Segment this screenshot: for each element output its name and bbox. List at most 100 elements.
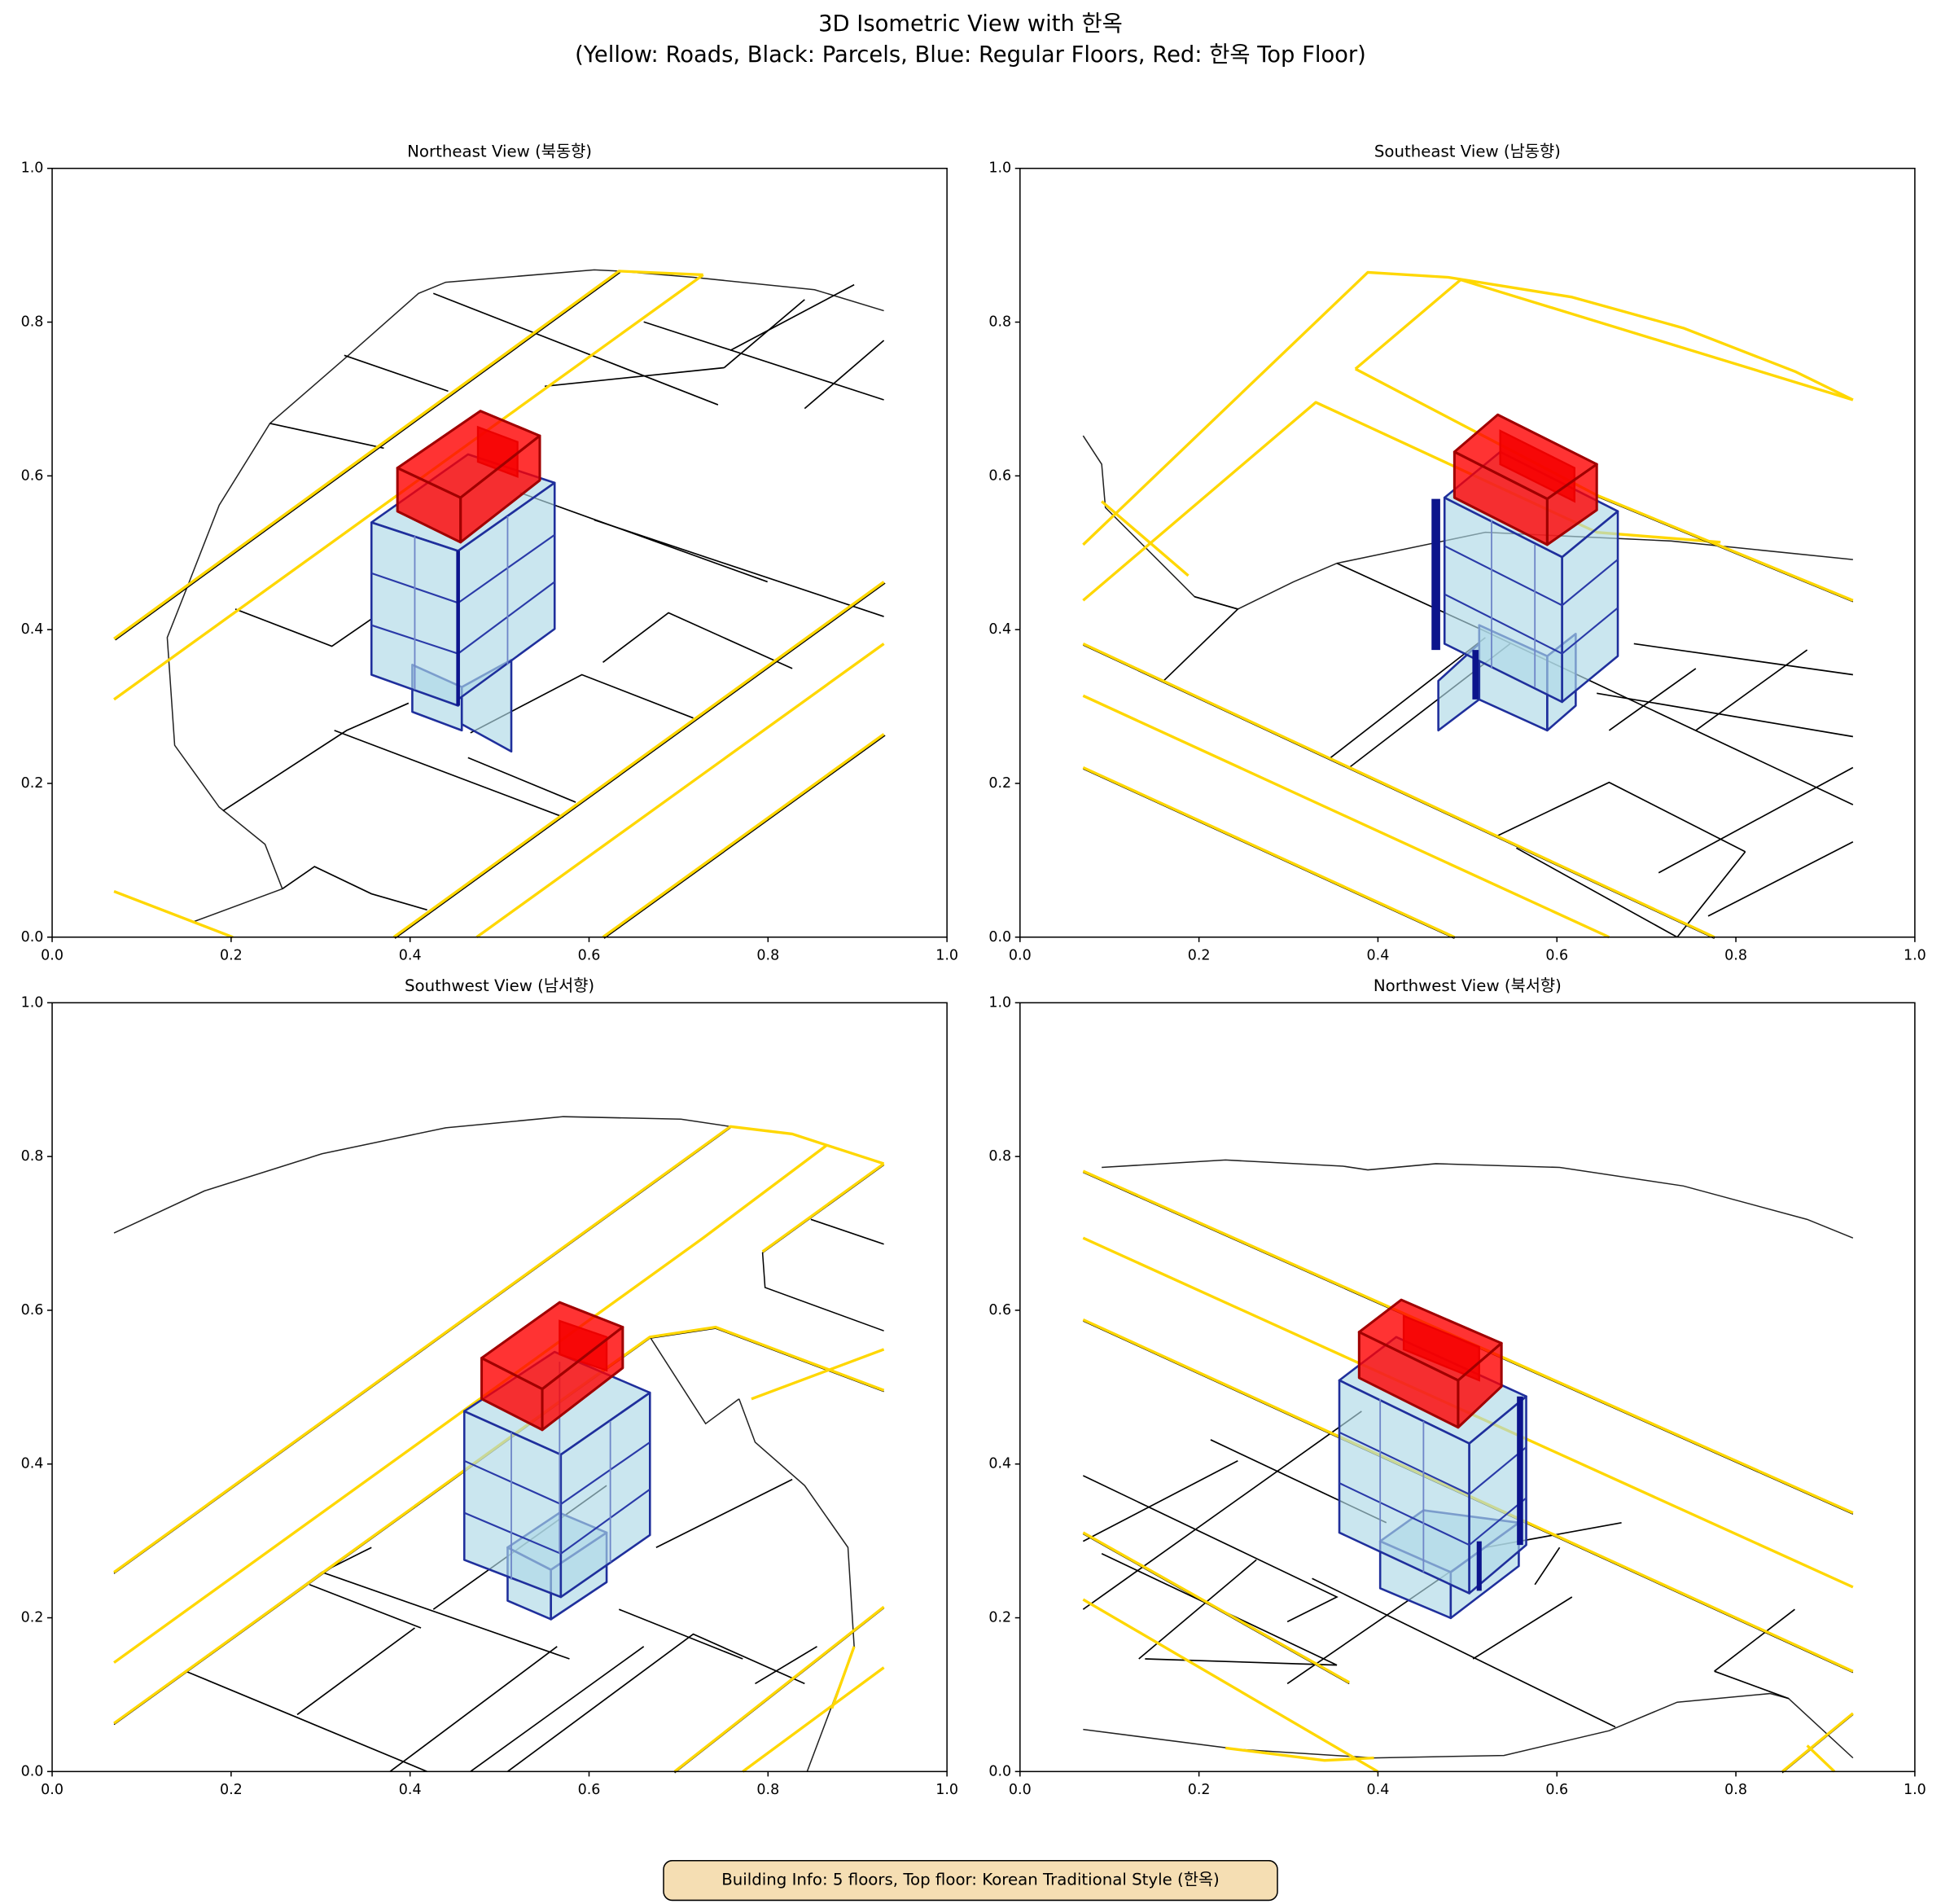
x-tick-label: 0.6 <box>578 948 601 964</box>
x-tick-label: 0.8 <box>1724 948 1747 964</box>
shape-ry <box>1082 270 1854 546</box>
shape-pc <box>269 423 384 450</box>
x-tick-label: 0.8 <box>756 948 779 964</box>
y-tick-label: 0.8 <box>21 314 44 331</box>
y-tick-label: 1.0 <box>988 994 1011 1011</box>
shape-rb <box>394 582 886 939</box>
x-tick-label: 0.2 <box>220 1782 243 1798</box>
shape-pc <box>1695 649 1808 731</box>
shape-bd <box>1102 1159 1854 1239</box>
shape-pc <box>1515 847 1678 938</box>
x-tick-label: 0.6 <box>1545 948 1568 964</box>
shape-ry <box>1354 278 1854 401</box>
axes-title: Southeast View (남동향) <box>1374 142 1561 160</box>
shape-ry <box>1806 1744 1836 1773</box>
shape-ry <box>673 1605 885 1773</box>
x-tick-label: 0.2 <box>1188 1782 1211 1798</box>
shape-bd <box>1083 1692 1854 1759</box>
shape-pc <box>519 492 768 583</box>
x-tick-label: 0.0 <box>1009 948 1032 964</box>
figure-subtitle: (Yellow: Roads, Black: Parcels, Blue: Re… <box>575 42 1366 68</box>
shape-pc <box>1312 1577 1616 1728</box>
shape-bl <box>1444 545 1619 607</box>
shape-pc <box>1714 1608 1795 1672</box>
shape-pc <box>1082 1410 1362 1610</box>
shape-pc <box>334 730 564 818</box>
x-tick-label: 0.0 <box>1009 1782 1032 1798</box>
shape-bl <box>463 1441 651 1506</box>
shape-pc <box>594 519 884 617</box>
shape-ry <box>830 1646 856 1709</box>
shape-bl <box>1339 1431 1527 1496</box>
shape-ry <box>1082 1531 1350 1684</box>
x-tick-label: 0.4 <box>399 1782 422 1798</box>
y-tick-label: 1.0 <box>21 160 44 177</box>
shape-ry <box>751 1348 885 1401</box>
shape-bl <box>463 1488 651 1555</box>
shape-bb <box>1468 1395 1527 1595</box>
x-tick-label: 1.0 <box>1904 948 1926 964</box>
x-tick-label: 0.6 <box>1545 1782 1568 1798</box>
shape-bd <box>113 1116 731 1234</box>
shape-pc <box>1472 1596 1573 1660</box>
y-tick-label: 1.0 <box>21 994 44 1011</box>
axes-frame <box>51 167 948 938</box>
shape-pc <box>1707 840 1854 917</box>
shape-pc <box>730 283 855 351</box>
shape-pc <box>506 1633 805 1773</box>
x-tick-label: 0.0 <box>41 948 64 964</box>
x-tick-label: 0.2 <box>220 948 243 964</box>
shape-pc <box>618 1608 743 1660</box>
shape-pc <box>389 1646 558 1773</box>
shape-pc <box>309 1584 422 1629</box>
y-tick-label: 0.8 <box>21 1148 44 1165</box>
x-tick-label: 0.0 <box>41 1782 64 1798</box>
shape-pc <box>723 299 805 369</box>
x-tick-label: 0.8 <box>756 1782 779 1798</box>
shape-pc <box>296 1627 415 1716</box>
y-tick-label: 0.4 <box>21 621 44 638</box>
y-tick-label: 0.2 <box>988 775 1011 792</box>
shape-pc <box>804 340 885 410</box>
x-tick-label: 0.6 <box>578 1782 601 1798</box>
shape-ry <box>113 1125 885 1573</box>
x-tick-label: 1.0 <box>1904 1782 1926 1798</box>
footer-box <box>663 1860 1278 1902</box>
shape-ry <box>1781 1712 1854 1773</box>
shape-pc <box>1082 1475 1339 1623</box>
shape-pc <box>1714 1670 1790 1700</box>
y-tick-label: 0.2 <box>21 775 44 792</box>
x-tick-label: 0.4 <box>1367 1782 1390 1798</box>
shape-pc <box>544 366 725 388</box>
figure-title: 3D Isometric View with 한옥 <box>818 11 1123 37</box>
x-tick-label: 0.4 <box>1367 948 1390 964</box>
shape-ry <box>113 270 703 640</box>
shape-pc <box>755 1646 817 1685</box>
shape-ry <box>475 643 885 939</box>
shape-pc <box>222 702 410 812</box>
axes-frame <box>1019 1002 1916 1773</box>
shape-bl <box>1339 1482 1527 1546</box>
y-tick-label: 0.6 <box>21 1302 44 1318</box>
shape-pc <box>234 608 372 647</box>
shape-rr <box>541 1326 624 1432</box>
axes-frame <box>1019 167 1916 938</box>
shape-ry <box>1101 500 1190 577</box>
x-tick-label: 0.4 <box>399 948 422 964</box>
y-tick-label: 0.0 <box>21 929 44 945</box>
y-tick-label: 0.6 <box>988 1302 1011 1318</box>
shape-ry <box>392 581 885 939</box>
scene-northeast <box>113 269 886 939</box>
shape-bb <box>559 1391 651 1599</box>
shape-pc <box>1633 643 1853 676</box>
shape-bl <box>1444 593 1619 655</box>
shape-pc <box>1608 668 1697 731</box>
y-tick-label: 0.8 <box>988 314 1011 331</box>
y-tick-label: 0.4 <box>21 1456 44 1472</box>
shape-pc <box>602 612 793 669</box>
shape-ry <box>1082 766 1456 939</box>
shape-rb <box>603 735 886 939</box>
shape-pc <box>1330 637 1486 758</box>
